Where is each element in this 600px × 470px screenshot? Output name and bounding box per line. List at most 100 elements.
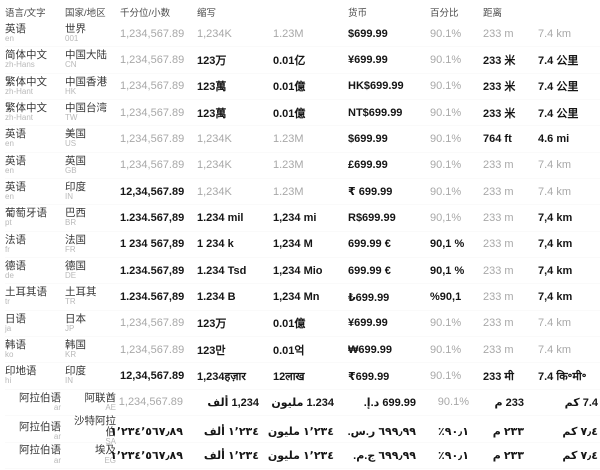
country-cell-code: HK: [65, 86, 77, 96]
language-cell-code: zh-Hant: [5, 86, 34, 96]
abbrev-million-cell: 1.23M: [273, 159, 304, 172]
distance-km-cell: ٧٫٤ كم: [562, 426, 598, 439]
abbrev-thousand-cell: 123萬: [197, 107, 227, 120]
distance-meters-cell: 233 m: [483, 264, 514, 277]
distance-km-cell: 4.6 mi: [538, 133, 570, 146]
table-row: 土耳其语 tr 土耳其 TR 1.234.567,89 1.234 B 1,234 Mn ₺6…: [5, 284, 600, 311]
country-cell-label: 印度: [65, 180, 86, 193]
table-row: 简体中文 zh-Hans 中国大陆 CN 1,234,567.89 123万 0.01亿 ¥6…: [5, 47, 600, 74]
distance-meters-cell: 233 m: [483, 238, 514, 251]
abbrev-thousand-cell: 1.234 mil: [197, 212, 244, 225]
country-cell: 美国 US: [65, 129, 120, 149]
language-cell-code: en: [5, 139, 14, 149]
country-cell: 沙特阿拉伯 SA: [65, 416, 120, 447]
currency-cell: $699.99: [348, 133, 388, 146]
country-cell: 巴西 BR: [65, 208, 120, 228]
language-cell-code: ko: [5, 350, 14, 360]
abbrev-million-cell: ١٬٢٣٤ مليون: [267, 449, 334, 462]
language-cell-label: 英语: [5, 154, 26, 167]
table-row: 英语 en 印度 IN 12,34,567.89 1,234K 1.23M ₹ 699.99 9…: [5, 179, 600, 206]
percentage-cell: 90.1%: [437, 396, 469, 409]
decimal-format-cell: 1,234,567.89: [118, 396, 183, 409]
distance-km-cell: 7.4 公里: [538, 107, 579, 120]
distance-km-cell: 7.4 كم: [564, 396, 598, 409]
distance-km-cell: ٧٫٤ كم: [562, 449, 598, 462]
country-cell-label: 韩国: [65, 339, 86, 351]
distance-meters-cell: 233 米: [483, 55, 516, 68]
currency-cell: ₩699.99: [348, 343, 393, 356]
decimal-format-cell: 1.234.567,89: [120, 264, 185, 277]
currency-cell: NT$699.99: [348, 106, 403, 119]
abbrev-million-cell: 1,234 M: [273, 238, 313, 251]
language-cell-label: 英语: [5, 180, 26, 193]
language-cell: 阿拉伯语 ar: [5, 392, 65, 413]
language-cell: 日语 ja: [5, 313, 65, 334]
language-cell-code: zh-Hans: [5, 60, 35, 70]
abbrev-thousand-cell: 1,234K: [197, 185, 232, 198]
abbrev-million-cell: 1.23M: [273, 27, 304, 40]
country-cell-code: IN: [65, 192, 73, 202]
decimal-format-cell: 1,234,567.89: [120, 317, 185, 330]
distance-km-cell: 7.4 公里: [538, 55, 579, 68]
percentage-cell: 90.1%: [430, 159, 462, 172]
language-cell-label: 法语: [5, 233, 26, 246]
country-cell-code: KR: [65, 350, 77, 360]
country-cell-label: 法国: [65, 233, 86, 246]
percentage-cell: 90.1%: [430, 133, 462, 146]
country-cell-code: BR: [65, 218, 77, 228]
distance-meters-cell: 233 m: [483, 317, 514, 330]
abbrev-thousand-cell: 1.234 Tsd: [197, 264, 247, 277]
table-row: 阿拉伯语 ar 埃及 EG ١٬٢٣٤٬٥٦٧٫٨٩ ١٬٢٣٤ ألف ١٬٢٣٤ ملي…: [5, 443, 600, 469]
distance-km-cell: 7.4 km: [538, 27, 572, 40]
distance-meters-cell: 233 m: [483, 159, 514, 172]
abbrev-thousand-cell: 123만: [197, 344, 226, 357]
table-row: 英语 en 世界 001 1,234,567.89 1,234K 1.23M $699.99 9…: [5, 21, 600, 48]
country-cell: 埃及 EG: [65, 445, 120, 465]
currency-cell: ₹ 699.99: [348, 186, 393, 199]
table-row: 英语 en 英国 GB 1,234,567.89 1,234K 1.23M £699.99 90…: [5, 153, 600, 180]
abbrev-million-cell: ١٬٢٣٤ مليون: [267, 426, 334, 439]
table-row: 印地语 hi 印度 IN 12,34,567.89 1,234हज़ार 12लाख ₹699…: [5, 363, 600, 390]
distance-meters-cell: 233 m: [483, 291, 514, 304]
abbrev-million-cell: 1.234 مليون: [271, 396, 334, 409]
country-cell-code: US: [65, 139, 77, 149]
decimal-format-cell: 12,34,567.89: [120, 370, 185, 383]
table-row: 德语 de 德国 DE 1.234.567,89 1.234 Tsd 1,234 Mio 69…: [5, 258, 600, 285]
decimal-format-cell: 12,34,567.89: [120, 185, 185, 198]
country-cell: 英国 GB: [65, 155, 120, 176]
abbrev-million-cell: 0.01亿: [273, 55, 306, 68]
country-cell-code: TR: [65, 297, 76, 307]
language-cell-code: ar: [53, 431, 61, 441]
language-cell: 英语 en: [5, 154, 65, 176]
language-cell-code: fr: [5, 244, 10, 254]
header-percentage: 百分比: [430, 8, 459, 19]
distance-km-cell: 7,4 km: [538, 264, 573, 277]
language-cell: 土耳其语 tr: [5, 287, 65, 307]
language-cell-code: zh-Hant: [5, 113, 34, 123]
distance-km-cell: 7.4 km: [538, 317, 572, 330]
distance-km-cell: 7.4 km: [538, 159, 572, 172]
language-cell-code: de: [5, 271, 14, 281]
language-cell-label: 韩语: [5, 339, 26, 351]
language-cell-code: hi: [5, 376, 12, 386]
language-cell-label: 葡萄牙语: [5, 207, 47, 220]
abbrev-million-cell: 12लाख: [273, 370, 305, 383]
decimal-format-cell: 1,234,567.89: [120, 159, 185, 172]
country-cell-label: 埃及: [95, 444, 116, 457]
distance-meters-cell: 233 मी: [483, 370, 514, 383]
percentage-cell: 90,1 %: [430, 264, 465, 277]
decimal-format-cell: 1.234.567,89: [120, 291, 185, 304]
language-cell-code: ar: [53, 402, 61, 412]
decimal-format-cell: 1,234,567.89: [120, 343, 185, 356]
percentage-cell: 90.1%: [430, 185, 462, 198]
country-cell-label: 沙特阿拉伯: [74, 415, 116, 439]
distance-km-cell: 7.4 公里: [538, 81, 579, 94]
country-cell: 法国 FR: [65, 233, 120, 255]
country-cell: 土耳其 TR: [65, 287, 120, 307]
distance-km-cell: 7,4 km: [538, 238, 573, 251]
language-cell: 印地语 hi: [5, 366, 65, 386]
decimal-format-cell: 1,234,567.89: [120, 133, 185, 146]
language-cell-label: 英语: [5, 22, 26, 35]
language-cell-label: 阿拉伯语: [19, 444, 61, 457]
